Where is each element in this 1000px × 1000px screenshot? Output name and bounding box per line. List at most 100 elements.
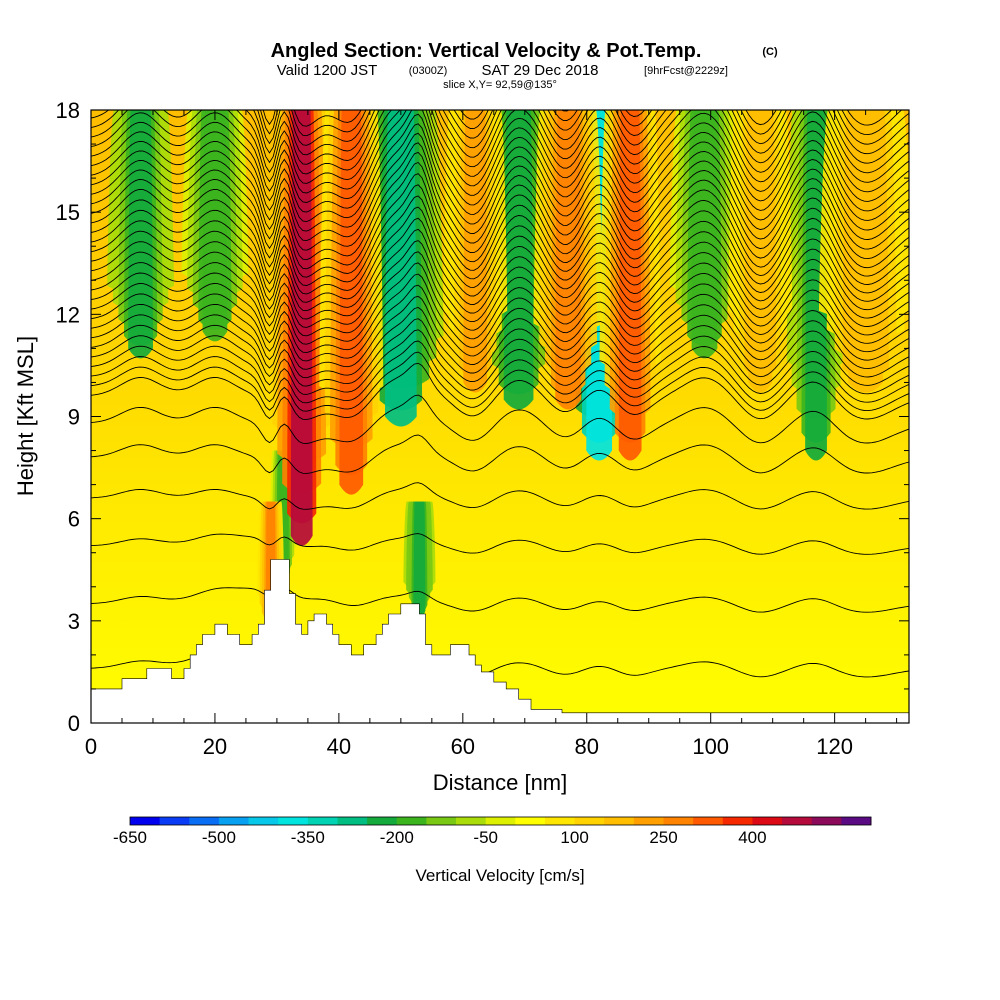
colorbar-tick-label: 100 <box>560 828 588 847</box>
isentrope-31 <box>91 110 909 203</box>
updraft-band-2-level-4 <box>339 110 364 495</box>
isentrope-12 <box>91 295 909 370</box>
y-tick-label-6: 6 <box>68 507 80 532</box>
isentrope-18 <box>91 228 909 320</box>
colorbar-swatch-10 <box>426 817 457 825</box>
isentrope-27 <box>91 132 909 242</box>
isentrope-22 <box>91 184 909 286</box>
isentrope-26 <box>91 142 909 251</box>
colorbar-swatch-21 <box>752 817 783 825</box>
x-tick-label-0: 0 <box>85 734 97 759</box>
isentrope-17 <box>91 240 909 328</box>
forecast-tag: [9hrFcst@2229z] <box>644 65 728 77</box>
colorbar-tick-label: -500 <box>202 828 236 847</box>
colorbar-swatch-0 <box>130 817 161 825</box>
colorbar-tick-label: -200 <box>380 828 414 847</box>
x-tick-label-20: 20 <box>203 734 227 759</box>
isentrope-20 <box>91 206 909 303</box>
x-tick-label-100: 100 <box>692 734 729 759</box>
chart-title-units: (C) <box>762 46 778 58</box>
colorbar-swatch-18 <box>663 817 694 825</box>
isentrope-29 <box>91 113 909 223</box>
colorbar-swatch-7 <box>337 817 368 825</box>
colorbar-swatch-11 <box>456 817 487 825</box>
valid-time-prefix: Valid 1200 JST <box>277 62 378 79</box>
downdraft-band-3-level-4 <box>413 501 426 621</box>
colorbar-swatch-1 <box>159 817 190 825</box>
colorbar-swatch-8 <box>367 817 398 825</box>
y-tick-label-18: 18 <box>56 98 80 123</box>
valid-date: SAT 29 Dec 2018 <box>481 62 598 79</box>
y-tick-label-12: 12 <box>56 302 80 327</box>
colorbar-swatch-20 <box>722 817 753 825</box>
colorbar-swatch-12 <box>485 817 516 825</box>
updraft-band-4-level-4 <box>555 110 582 410</box>
colorbar-swatch-14 <box>544 817 575 825</box>
isentrope-28 <box>91 123 909 232</box>
axes: 0 20 40 60 80 100 120 0 3 6 9 12 15 18 <box>56 98 909 759</box>
colorbar-swatch-9 <box>396 817 427 825</box>
colorbar-swatch-13 <box>515 817 546 825</box>
colorbar-swatch-3 <box>218 817 249 825</box>
isentrope-23 <box>91 173 909 278</box>
isentrope-19 <box>91 217 909 312</box>
isentrope-33 <box>91 110 909 184</box>
isentrope-11 <box>91 307 909 379</box>
colorbar-swatch-5 <box>278 817 309 825</box>
colorbar-swatch-24 <box>841 817 872 825</box>
isentrope-24 <box>91 161 909 270</box>
y-tick-label-15: 15 <box>56 200 80 225</box>
isentrope-36 <box>252 110 909 156</box>
slice-subtitle: slice X,Y= 92,59@135° <box>443 79 557 91</box>
colorbar-swatch-17 <box>633 817 664 825</box>
isentrope-contours <box>91 110 909 678</box>
isentrope-10 <box>91 318 909 387</box>
colorbar-tick-label: 250 <box>649 828 677 847</box>
isentrope-15 <box>91 262 909 345</box>
colorbar-swatch-22 <box>782 817 813 825</box>
colorbar-tick-label: -350 <box>291 828 325 847</box>
x-tick-label-120: 120 <box>816 734 853 759</box>
isentrope-6 <box>91 362 909 421</box>
isentrope-25 <box>91 151 909 261</box>
updraft-band-3-level-4 <box>463 110 488 393</box>
colorbar-tick-label: -50 <box>473 828 498 847</box>
downdraft-band-8-level-4 <box>805 110 827 461</box>
isentrope-8 <box>91 340 909 404</box>
x-tick-label-60: 60 <box>451 734 475 759</box>
isentrope-37 <box>257 110 909 146</box>
isentrope-13 <box>91 284 909 362</box>
colorbar-label: Vertical Velocity [cm/s] <box>415 866 584 885</box>
colorbar-swatch-23 <box>811 817 842 825</box>
isentrope-32 <box>91 110 909 194</box>
chart-title: Angled Section: Vertical Velocity & Pot.… <box>271 40 702 62</box>
colorbar-swatch-4 <box>248 817 279 825</box>
isentrope-35 <box>91 110 909 165</box>
updraft-band-5-level-4 <box>618 110 642 461</box>
colorbar-swatch-2 <box>189 817 220 825</box>
isentrope-4 <box>91 434 909 474</box>
y-tick-label-0: 0 <box>68 711 80 736</box>
x-tick-label-80: 80 <box>575 734 599 759</box>
y-tick-label-9: 9 <box>68 405 80 430</box>
isentrope-21 <box>91 195 909 295</box>
terrain <box>91 559 909 723</box>
updraft-band-1-level-4 <box>290 110 313 546</box>
updraft-band-6-level-4 <box>748 110 773 393</box>
downdraft-band-5-level-4 <box>503 110 534 410</box>
colorbar-frame <box>129 816 872 826</box>
colorbar-tick-label: 400 <box>738 828 766 847</box>
colorbar-swatch-19 <box>693 817 724 825</box>
downdraft-band-1-level-4 <box>202 110 228 342</box>
isentrope-14 <box>91 273 909 354</box>
isentrope-39 <box>262 110 893 127</box>
colorbar-tick-label: -650 <box>113 828 147 847</box>
isentrope-7 <box>91 351 909 412</box>
isentrope-2 <box>91 533 909 555</box>
isentrope-30 <box>91 110 909 213</box>
valid-time-utc: (0300Z) <box>409 65 448 77</box>
isentrope-1 <box>91 587 909 613</box>
isentrope-3 <box>91 482 909 510</box>
isentrope-38 <box>260 110 903 137</box>
